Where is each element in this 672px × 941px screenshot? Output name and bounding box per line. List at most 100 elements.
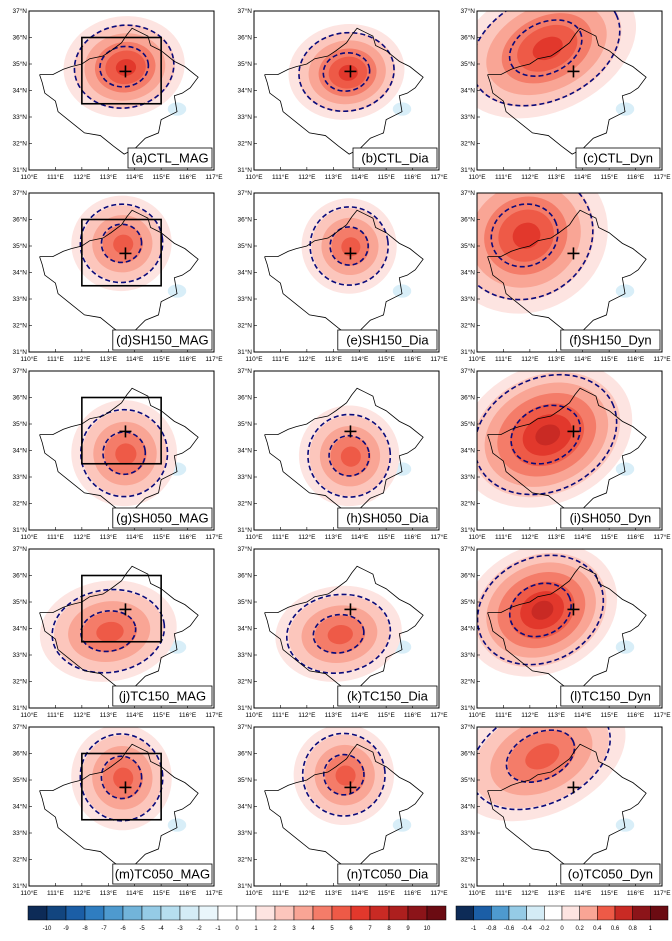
- colorbar-swatch: [27, 905, 48, 921]
- lon-tick-label: 115°E: [377, 711, 395, 719]
- panel-label: (f)SH150_Dyn: [569, 333, 651, 348]
- colorbar-label: -7: [101, 926, 107, 932]
- lon-tick-label: 117°E: [653, 889, 671, 897]
- province-boundary: [487, 743, 647, 871]
- lon-tick-label: 115°E: [377, 889, 395, 897]
- lon-tick-label: 117°E: [430, 711, 448, 719]
- lon-tick-label: 116°E: [404, 889, 422, 897]
- lon-tick-label: 110°E: [20, 889, 38, 897]
- lon-tick-label: 115°E: [377, 173, 395, 181]
- lon-tick-label: 113°E: [325, 533, 343, 541]
- lon-tick-label: 116°E: [179, 711, 197, 719]
- lat-tick-label: 35°N: [237, 60, 252, 68]
- panel-label-box: [337, 685, 438, 707]
- station-marker: [567, 425, 580, 438]
- panel-13: 31°N 32°N 33°N 34°N 35°N 36°N 37°N 110°E 111°E 11…: [12, 723, 223, 897]
- lon-tick-label: 114°E: [126, 173, 144, 181]
- analysis-box: [81, 36, 162, 105]
- lat-tick-label: 32°N: [460, 856, 475, 864]
- lon-tick-label: 112°E: [73, 533, 91, 541]
- colorbar-swatch: [508, 905, 527, 921]
- colorbar-swatch: [491, 905, 510, 921]
- dashed-contour-2: [508, 582, 572, 638]
- station-marker: [119, 781, 132, 794]
- lon-tick-label: 112°E: [298, 533, 316, 541]
- negative-anomaly-patch: [167, 818, 187, 832]
- lon-tick-label: 114°E: [126, 711, 144, 719]
- lon-tick-label: 113°E: [100, 533, 118, 541]
- lon-tick-label: 117°E: [653, 711, 671, 719]
- panel-label-box: [560, 329, 661, 351]
- lon-tick-label: 112°E: [521, 355, 539, 363]
- lon-tick-label: 111°E: [47, 889, 64, 897]
- panel-label: (i)SH050_Dyn: [570, 511, 652, 526]
- lat-tick-label: 31°N: [237, 704, 252, 712]
- panel-label: (o)TC050_Dyn: [568, 867, 653, 882]
- lon-tick-label: 117°E: [205, 889, 223, 897]
- colorbar-label: 0.6: [611, 926, 620, 932]
- dashed-contour-1: [301, 732, 386, 817]
- panel-5: 31°N 32°N 33°N 34°N 35°N 36°N 37°N 110°E 111°E 11…: [237, 189, 448, 363]
- colorbar-label: -0.2: [539, 926, 550, 932]
- province-boundary: [39, 209, 199, 337]
- lon-tick-label: 110°E: [468, 355, 486, 363]
- anomaly-level-5: [113, 767, 134, 789]
- province-boundary: [487, 209, 647, 337]
- province-boundary: [39, 387, 199, 515]
- dashed-contour-1: [285, 593, 392, 675]
- colorbar-left: -10 -9 -8 -7 -6 -5 -4 -3 -2 -1 0 1 2 3 4 5 6 7 8 9 10: [27, 905, 447, 932]
- anomaly-level-6: [532, 36, 563, 61]
- colorbar-label: -10: [43, 926, 52, 932]
- lon-tick-label: 112°E: [298, 711, 316, 719]
- lon-tick-label: 110°E: [20, 533, 38, 541]
- lon-tick-label: 113°E: [100, 889, 118, 897]
- lon-tick-label: 115°E: [152, 889, 170, 897]
- lat-tick-label: 31°N: [460, 166, 475, 174]
- lon-tick-label: 111°E: [272, 711, 289, 719]
- panel-label-box: [112, 329, 213, 351]
- station-marker: [344, 247, 357, 260]
- lon-tick-label: 113°E: [548, 889, 566, 897]
- colorbar-label: -4: [158, 926, 164, 932]
- lon-tick-label: 112°E: [298, 889, 316, 897]
- lat-tick-label: 34°N: [12, 625, 27, 633]
- lon-tick-label: 110°E: [20, 173, 38, 181]
- lon-tick-label: 112°E: [73, 355, 91, 363]
- lon-tick-label: 114°E: [351, 355, 369, 363]
- negative-anomaly-patch: [167, 284, 187, 298]
- lat-tick-label: 37°N: [460, 189, 475, 197]
- lat-tick-label: 37°N: [237, 545, 252, 553]
- lon-tick-label: 112°E: [298, 355, 316, 363]
- station-marker: [119, 603, 132, 616]
- lon-tick-label: 116°E: [404, 711, 422, 719]
- negative-anomaly-patch: [615, 818, 635, 832]
- lat-tick-label: 35°N: [237, 776, 252, 784]
- lat-tick-label: 31°N: [460, 704, 475, 712]
- colorbar-label: -0.6: [504, 926, 515, 932]
- colorbar-swatch: [614, 905, 633, 921]
- colorbar-swatch: [65, 905, 86, 921]
- dashed-contour-2: [490, 203, 559, 268]
- lat-tick-label: 32°N: [12, 140, 27, 148]
- lon-tick-label: 115°E: [152, 355, 170, 363]
- colorbar-swatch: [426, 905, 447, 921]
- lat-tick-label: 37°N: [237, 189, 252, 197]
- province-boundary: [264, 387, 424, 515]
- lat-tick-label: 36°N: [12, 216, 27, 224]
- lon-tick-label: 115°E: [152, 533, 170, 541]
- negative-anomaly-patch: [167, 102, 187, 116]
- province-boundary: [39, 565, 199, 693]
- station-marker: [344, 65, 357, 78]
- lat-tick-label: 34°N: [12, 447, 27, 455]
- lon-tick-label: 111°E: [47, 533, 64, 541]
- station-marker: [119, 247, 132, 260]
- anomaly-level-6: [338, 64, 358, 81]
- lat-tick-label: 37°N: [12, 7, 27, 15]
- colorbar-label: 2: [273, 926, 277, 932]
- dashed-contour-1: [51, 588, 166, 674]
- panel-label: (c)CTL_Dyn: [583, 151, 653, 166]
- lat-tick-label: 32°N: [237, 500, 252, 508]
- panel-12: 31°N 32°N 33°N 34°N 35°N 36°N 37°N 110°E 111°E 11…: [460, 545, 671, 719]
- lat-tick-label: 34°N: [12, 803, 27, 811]
- lat-tick-label: 35°N: [237, 242, 252, 250]
